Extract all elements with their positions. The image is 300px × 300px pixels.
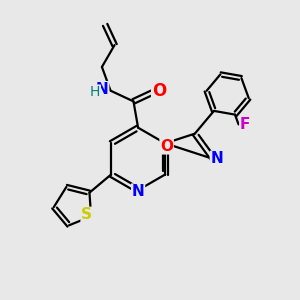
Text: O: O — [152, 82, 166, 100]
Text: N: N — [210, 152, 223, 166]
Text: O: O — [160, 139, 173, 154]
Text: F: F — [240, 117, 250, 132]
Text: S: S — [81, 207, 92, 222]
Text: N: N — [132, 184, 145, 199]
Text: N: N — [96, 82, 109, 97]
Text: H: H — [90, 85, 100, 99]
